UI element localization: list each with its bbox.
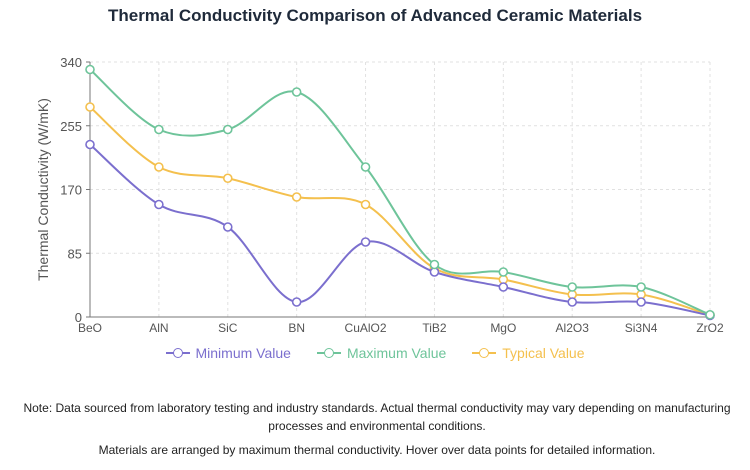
series-group xyxy=(85,64,715,321)
data-source-note: Note: Data sourced from laboratory testi… xyxy=(23,401,731,433)
point-typical-value-SiC[interactable] xyxy=(222,173,233,184)
x-tick-label-TiB2: TiB2 xyxy=(422,321,447,335)
legend-item-typical-value[interactable]: Typical Value xyxy=(472,345,585,361)
x-tick-labels: BeO AlN SiC BN CuAlO2 TiB2 MgO Al2O3 Si3N4 ZrO2 xyxy=(78,321,724,335)
point-maximum-value-BN[interactable] xyxy=(291,87,302,97)
x-tick-label-AlN: AlN xyxy=(149,321,168,335)
legend-label: Minimum Value xyxy=(195,345,291,361)
y-tick-label-0: 0 xyxy=(75,310,82,325)
line-chart: 0 85 170 255 340 BeO AlN SiC BN CuAlO2 TiB2 MgO Al2… xyxy=(35,55,724,335)
x-tick-label-Al2O3: Al2O3 xyxy=(556,321,590,335)
point-maximum-value-MgO[interactable] xyxy=(498,267,509,277)
point-maximum-value-AlN[interactable] xyxy=(154,124,164,135)
y-tick-label-4: 340 xyxy=(60,55,82,70)
x-tick-label-ZrO2: ZrO2 xyxy=(696,321,724,335)
point-minimum-value-Si3N4[interactable] xyxy=(636,297,646,307)
arrangement-note: Materials are arranged by maximum therma… xyxy=(98,443,656,457)
grid-lines xyxy=(90,61,711,317)
legend-marker-icon xyxy=(316,348,341,358)
line-typical-value xyxy=(89,106,711,317)
point-maximum-value-SiC[interactable] xyxy=(222,124,233,135)
y-axis-label: Thermal Conductivity (W/mK) xyxy=(35,98,51,281)
point-maximum-value-ZrO2[interactable] xyxy=(705,309,715,320)
x-tick-label-CuAlO2: CuAlO2 xyxy=(345,321,387,335)
point-minimum-value-Al2O3[interactable] xyxy=(567,297,578,307)
x-tick-label-BN: BN xyxy=(288,321,305,335)
point-maximum-value-CuAlO2[interactable] xyxy=(360,162,371,172)
y-tick-label-1: 85 xyxy=(68,246,82,261)
y-tick-label-2: 170 xyxy=(60,183,82,198)
legend-marker-icon xyxy=(472,348,497,358)
series-maximum-value xyxy=(85,64,715,320)
x-tick-label-BeO: BeO xyxy=(78,321,102,335)
legend-item-maximum-value[interactable]: Maximum Value xyxy=(316,345,447,361)
point-maximum-value-Al2O3[interactable] xyxy=(567,282,578,292)
x-tick-label-SiC: SiC xyxy=(218,321,238,335)
x-tick-label-MgO: MgO xyxy=(490,321,516,335)
y-tick-labels: 0 85 170 255 340 xyxy=(60,55,90,325)
y-tick-label-3: 255 xyxy=(60,119,82,134)
point-typical-value-AlN[interactable] xyxy=(154,162,164,172)
point-minimum-value-BN[interactable] xyxy=(291,297,302,307)
point-typical-value-BN[interactable] xyxy=(291,192,302,202)
point-maximum-value-TiB2[interactable] xyxy=(429,259,440,270)
point-typical-value-CuAlO2[interactable] xyxy=(360,199,371,210)
point-maximum-value-BeO[interactable] xyxy=(85,64,95,75)
legend: Minimum Value Maximum Value Typical Value xyxy=(0,345,750,361)
x-tick-label-Si3N4: Si3N4 xyxy=(625,321,658,335)
point-minimum-value-MgO[interactable] xyxy=(498,282,509,292)
point-minimum-value-AlN[interactable] xyxy=(154,199,164,210)
legend-marker-icon xyxy=(165,348,190,358)
point-minimum-value-SiC[interactable] xyxy=(222,222,233,232)
series-minimum-value xyxy=(85,139,715,321)
line-minimum-value xyxy=(89,143,711,317)
point-minimum-value-BeO[interactable] xyxy=(85,139,95,150)
legend-label: Typical Value xyxy=(502,345,585,361)
point-typical-value-BeO[interactable] xyxy=(85,102,95,112)
point-maximum-value-Si3N4[interactable] xyxy=(636,282,646,292)
legend-item-minimum-value[interactable]: Minimum Value xyxy=(165,345,291,361)
line-maximum-value xyxy=(89,68,711,316)
point-minimum-value-CuAlO2[interactable] xyxy=(360,237,371,247)
legend-label: Maximum Value xyxy=(346,345,447,361)
chart-title: Thermal Conductivity Comparison of Advan… xyxy=(107,6,643,25)
